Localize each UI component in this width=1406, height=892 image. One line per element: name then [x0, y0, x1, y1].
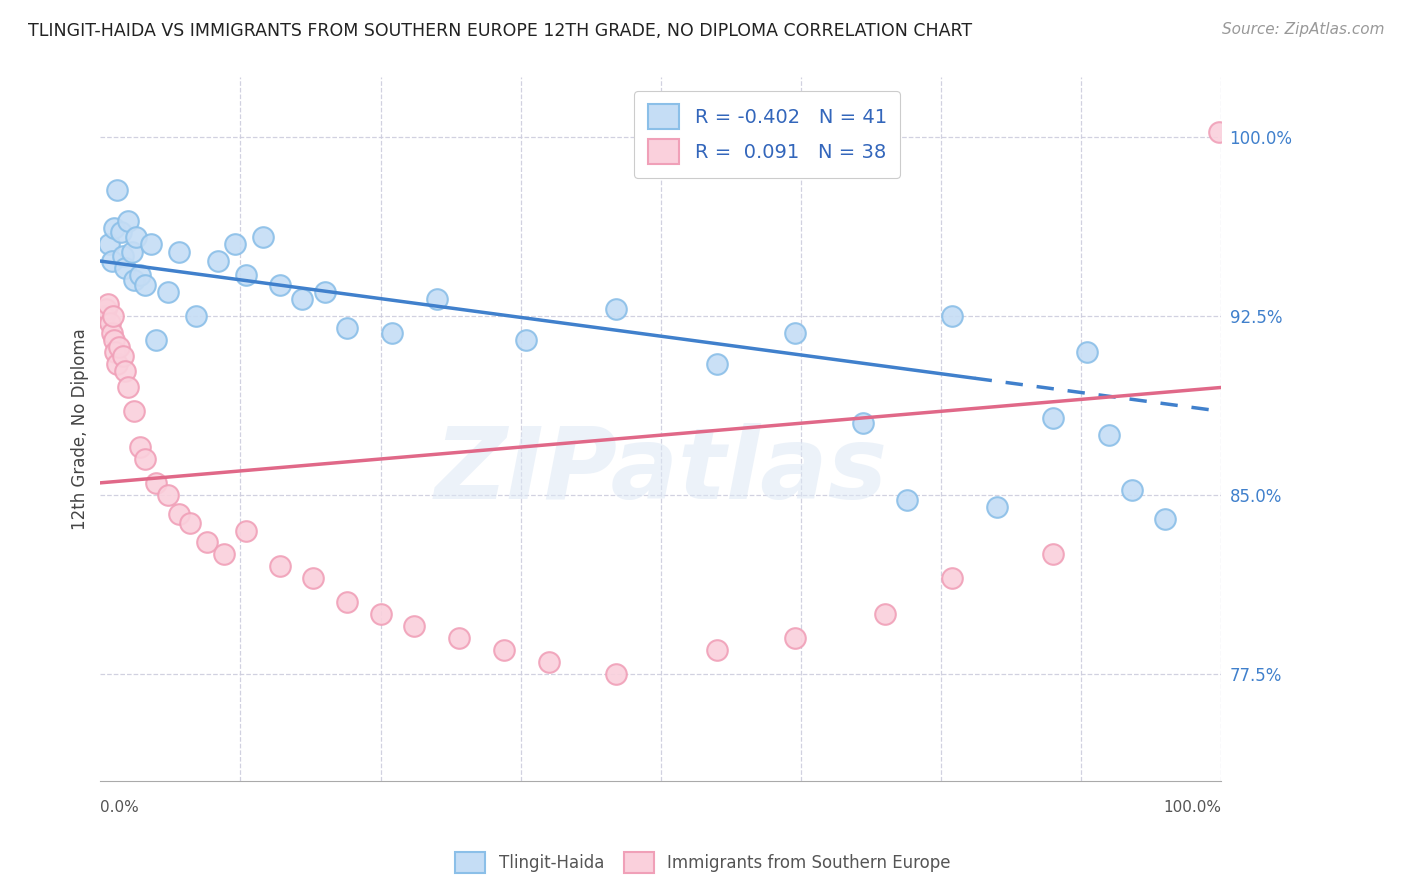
Point — [941, 309, 963, 323]
Point — [896, 492, 918, 507]
Y-axis label: 12th Grade, No Diploma: 12th Grade, No Diploma — [72, 328, 89, 530]
Point — [100, 254, 122, 268]
Point — [145, 333, 167, 347]
Point — [269, 559, 291, 574]
Point — [104, 344, 127, 359]
Text: 0.0%: 0.0% — [100, 800, 139, 815]
Point — [103, 220, 125, 235]
Text: 100.0%: 100.0% — [1163, 800, 1222, 815]
Point — [1076, 344, 1098, 359]
Point — [447, 631, 470, 645]
Point — [114, 364, 136, 378]
Point — [1154, 511, 1177, 525]
Point — [97, 297, 120, 311]
Point — [128, 268, 150, 283]
Point — [122, 273, 145, 287]
Point — [235, 524, 257, 538]
Point — [785, 326, 807, 340]
Point — [235, 268, 257, 283]
Point — [122, 404, 145, 418]
Point — [128, 440, 150, 454]
Point — [117, 213, 139, 227]
Point — [98, 237, 121, 252]
Point — [941, 571, 963, 585]
Legend: R = -0.402   N = 41, R =  0.091   N = 38: R = -0.402 N = 41, R = 0.091 N = 38 — [634, 91, 900, 178]
Point — [1042, 548, 1064, 562]
Point — [125, 230, 148, 244]
Point — [1042, 411, 1064, 425]
Point — [291, 292, 314, 306]
Point — [167, 244, 190, 259]
Point — [1208, 125, 1230, 139]
Point — [314, 285, 336, 299]
Point — [100, 316, 122, 330]
Point — [117, 380, 139, 394]
Point — [370, 607, 392, 621]
Legend: Tlingit-Haida, Immigrants from Southern Europe: Tlingit-Haida, Immigrants from Southern … — [449, 846, 957, 880]
Point — [207, 254, 229, 268]
Point — [269, 277, 291, 292]
Point — [139, 237, 162, 252]
Point — [336, 595, 359, 609]
Point — [492, 642, 515, 657]
Point — [515, 333, 537, 347]
Point — [111, 350, 134, 364]
Point — [94, 301, 117, 316]
Text: Source: ZipAtlas.com: Source: ZipAtlas.com — [1222, 22, 1385, 37]
Point — [537, 655, 560, 669]
Point — [114, 261, 136, 276]
Point — [111, 249, 134, 263]
Point — [873, 607, 896, 621]
Point — [851, 416, 873, 430]
Point — [302, 571, 325, 585]
Point — [381, 326, 404, 340]
Point — [706, 357, 728, 371]
Point — [110, 226, 132, 240]
Point — [103, 333, 125, 347]
Point — [101, 309, 124, 323]
Point — [105, 357, 128, 371]
Point — [93, 309, 115, 323]
Point — [184, 309, 207, 323]
Text: TLINGIT-HAIDA VS IMMIGRANTS FROM SOUTHERN EUROPE 12TH GRADE, NO DIPLOMA CORRELAT: TLINGIT-HAIDA VS IMMIGRANTS FROM SOUTHER… — [28, 22, 972, 40]
Point — [336, 321, 359, 335]
Point — [134, 452, 156, 467]
Point — [156, 488, 179, 502]
Point — [100, 326, 122, 340]
Point — [252, 230, 274, 244]
Point — [156, 285, 179, 299]
Point — [121, 244, 143, 259]
Point — [212, 548, 235, 562]
Point — [605, 666, 627, 681]
Point — [404, 619, 426, 633]
Point — [179, 516, 201, 531]
Text: ZIPatlas: ZIPatlas — [434, 423, 887, 520]
Point — [145, 475, 167, 490]
Point — [134, 277, 156, 292]
Point — [167, 507, 190, 521]
Point — [986, 500, 1008, 514]
Point — [706, 642, 728, 657]
Point — [224, 237, 246, 252]
Point — [785, 631, 807, 645]
Point — [195, 535, 218, 549]
Point — [105, 182, 128, 196]
Point — [1098, 428, 1121, 442]
Point — [426, 292, 449, 306]
Point — [1121, 483, 1143, 497]
Point — [108, 340, 131, 354]
Point — [605, 301, 627, 316]
